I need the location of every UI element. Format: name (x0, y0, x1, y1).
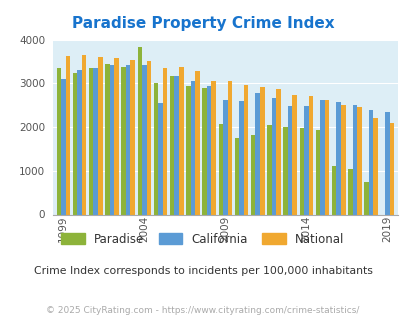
Bar (174, 76, 179, 215)
Bar (121, 67, 126, 214)
Text: Paradise Property Crime Index: Paradise Property Crime Index (72, 16, 333, 31)
Bar (234, 138, 239, 214)
Bar (259, 87, 264, 214)
Bar (283, 127, 287, 214)
Bar (81, 55, 86, 214)
Bar (331, 166, 336, 214)
Bar (211, 81, 215, 214)
Bar (275, 89, 280, 214)
Bar (239, 101, 243, 214)
Bar (89, 68, 93, 214)
Legend: Paradise, California, National: Paradise, California, National (56, 228, 349, 250)
Bar (340, 105, 345, 214)
Bar (170, 76, 174, 214)
Bar (195, 71, 199, 214)
Bar (324, 100, 328, 214)
Bar (93, 68, 98, 215)
Bar (315, 130, 320, 214)
Bar (130, 60, 134, 214)
Bar (207, 85, 211, 214)
Bar (105, 64, 109, 214)
Bar (243, 85, 248, 214)
Bar (255, 93, 259, 214)
Bar (158, 103, 162, 214)
Bar (336, 102, 340, 214)
Text: Crime Index corresponds to incidents per 100,000 inhabitants: Crime Index corresponds to incidents per… (34, 266, 371, 276)
Bar (142, 65, 146, 214)
Bar (352, 105, 356, 214)
Bar (137, 47, 142, 214)
Bar (114, 58, 118, 214)
Bar (72, 73, 77, 214)
Bar (185, 86, 190, 214)
Bar (389, 123, 393, 214)
Bar (368, 111, 373, 214)
Bar (266, 125, 271, 214)
Bar (61, 79, 66, 214)
Bar (126, 65, 130, 214)
Bar (66, 56, 70, 214)
Bar (227, 81, 232, 214)
Bar (299, 128, 303, 214)
Bar (109, 65, 114, 214)
Bar (222, 100, 227, 214)
Text: © 2025 CityRating.com - https://www.cityrating.com/crime-statistics/: © 2025 CityRating.com - https://www.city… (46, 306, 359, 315)
Bar (320, 100, 324, 214)
Bar (356, 107, 361, 214)
Bar (179, 67, 183, 214)
Bar (153, 83, 158, 214)
Bar (347, 169, 352, 214)
Bar (308, 96, 312, 214)
Bar (271, 98, 275, 214)
Bar (384, 112, 389, 214)
Bar (373, 118, 377, 214)
Bar (190, 81, 195, 214)
Bar (162, 68, 167, 215)
Bar (218, 124, 222, 214)
Bar (98, 57, 102, 214)
Bar (202, 88, 207, 214)
Bar (146, 61, 151, 214)
Bar (56, 68, 61, 215)
Bar (250, 135, 255, 214)
Bar (363, 182, 368, 214)
Bar (292, 95, 296, 214)
Bar (303, 107, 308, 214)
Bar (77, 70, 81, 214)
Bar (287, 107, 292, 214)
